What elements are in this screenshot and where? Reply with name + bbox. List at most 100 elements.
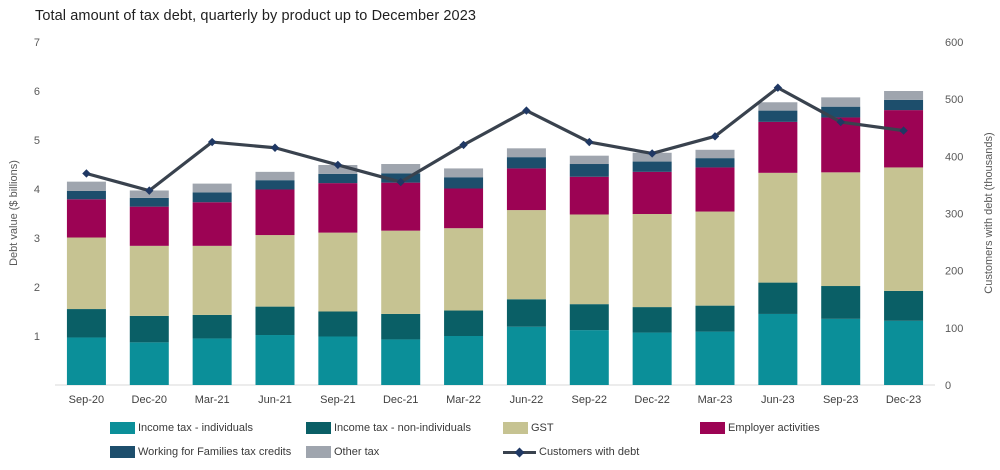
line-marker-diamond	[647, 149, 657, 158]
legend-item-income-tax-non-individuals: Income tax - non-individuals	[306, 422, 471, 434]
bar-segment	[506, 157, 546, 169]
left-axis-tick-label: 3	[34, 233, 40, 245]
bar-segment	[66, 309, 106, 338]
bar-segment	[695, 158, 735, 168]
x-axis-category-label: Sep-21	[320, 394, 355, 406]
bar-segment	[569, 164, 609, 177]
bar-segment	[255, 335, 295, 385]
bar-segment	[884, 91, 924, 100]
bar-segment	[695, 167, 735, 212]
legend-label: Other tax	[334, 446, 380, 458]
stacked-bar	[821, 97, 861, 385]
bar-segment	[381, 339, 421, 385]
bar-segment	[318, 311, 358, 337]
bar-segment	[381, 230, 421, 314]
bar-segment	[632, 307, 672, 333]
bar-segment	[129, 197, 169, 207]
bar-segment	[506, 210, 546, 300]
bar-segment	[381, 164, 421, 174]
line-marker-diamond	[145, 186, 154, 195]
stacked-bar	[192, 183, 232, 385]
right-axis-tick-label: 200	[945, 266, 963, 278]
bar-segment	[695, 211, 735, 306]
bar-segment	[444, 188, 484, 229]
bar-segment	[192, 338, 232, 385]
bar-segment	[192, 192, 232, 203]
x-axis-category-label: Dec-21	[383, 394, 418, 406]
x-axis-category-label: Sep-20	[69, 394, 104, 406]
right-axis-tick-label: 100	[945, 323, 963, 335]
line-marker-diamond	[773, 83, 783, 92]
legend-label: GST	[531, 422, 554, 434]
bar-segment	[884, 99, 924, 111]
x-axis-category-label: Sep-23	[823, 394, 858, 406]
bar-segment	[695, 149, 735, 159]
x-axis-category-label: Sep-22	[572, 394, 607, 406]
bar-segment	[444, 336, 484, 385]
stacked-bar	[381, 164, 421, 385]
line-marker-diamond	[710, 132, 720, 141]
x-axis-category-label: Jun-21	[258, 394, 292, 406]
stacked-bar	[318, 164, 358, 385]
x-axis-category-label: Jun-22	[510, 394, 544, 406]
customers-with-debt-line	[84, 86, 906, 193]
legend-item-customers-with-debt: Customers with debt	[503, 446, 639, 458]
bar-segment	[758, 313, 798, 385]
left-axis-tick-label: 1	[34, 331, 40, 343]
stacked-bar	[569, 155, 609, 385]
bar-segment	[318, 164, 358, 174]
right-axis-tick-label: 600	[945, 37, 963, 49]
bar-segment	[129, 315, 169, 343]
bar-segment	[821, 117, 861, 173]
bar-segment	[318, 336, 358, 385]
x-axis-category-label: Dec-23	[886, 394, 921, 406]
legend-swatch-icon	[700, 422, 725, 434]
legend-item-income-tax-individuals: Income tax - individuals	[110, 422, 253, 434]
line-marker-diamond	[585, 137, 594, 147]
bar-segment	[821, 106, 861, 118]
legend-swatch-icon	[110, 446, 135, 458]
bar-segment	[632, 213, 672, 308]
line-marker-diamond	[836, 117, 845, 127]
bar-segment	[884, 110, 924, 168]
bar-segment	[758, 282, 798, 314]
x-axis-category-label: Dec-20	[132, 394, 167, 406]
stacked-bar	[444, 168, 484, 385]
bar-segment	[758, 121, 798, 173]
legend-label: Income tax - individuals	[138, 422, 253, 434]
left-axis-tick-label: 5	[34, 135, 40, 147]
x-axis-category-label: Mar-21	[195, 394, 230, 406]
line-marker-diamond	[899, 126, 908, 135]
left-axis-tick-label: 4	[34, 184, 40, 196]
line-marker-diamond	[207, 137, 217, 147]
bar-segment	[66, 337, 106, 385]
stacked-bar	[129, 190, 169, 385]
bar-segment	[192, 183, 232, 193]
bar-segment	[821, 172, 861, 287]
bar-segment	[695, 305, 735, 332]
bar-segment	[884, 290, 924, 321]
legend-label: Customers with debt	[539, 446, 640, 458]
bar-segment	[255, 235, 295, 307]
bar-segment	[506, 148, 546, 158]
bar-segment	[821, 318, 861, 385]
line-marker-diamond	[396, 177, 405, 187]
x-axis-category-label: Mar-22	[446, 394, 481, 406]
legend-swatch-icon	[306, 422, 331, 434]
left-axis-tick-label: 6	[34, 86, 40, 98]
bar-segment	[506, 326, 546, 385]
stacked-bar	[506, 148, 546, 385]
line-marker-diamond	[270, 143, 280, 152]
bar-segment	[821, 97, 861, 107]
bar-segment	[821, 286, 861, 319]
bar-segment	[129, 245, 169, 316]
bar-segment	[318, 183, 358, 233]
bar-segment	[255, 171, 295, 181]
bar-segment	[66, 190, 106, 200]
line-marker-diamond	[522, 106, 531, 115]
bar-segment	[632, 161, 672, 172]
bar-segment	[444, 168, 484, 178]
bar-segment	[632, 171, 672, 214]
right-axis-tick-label: 300	[945, 209, 963, 221]
